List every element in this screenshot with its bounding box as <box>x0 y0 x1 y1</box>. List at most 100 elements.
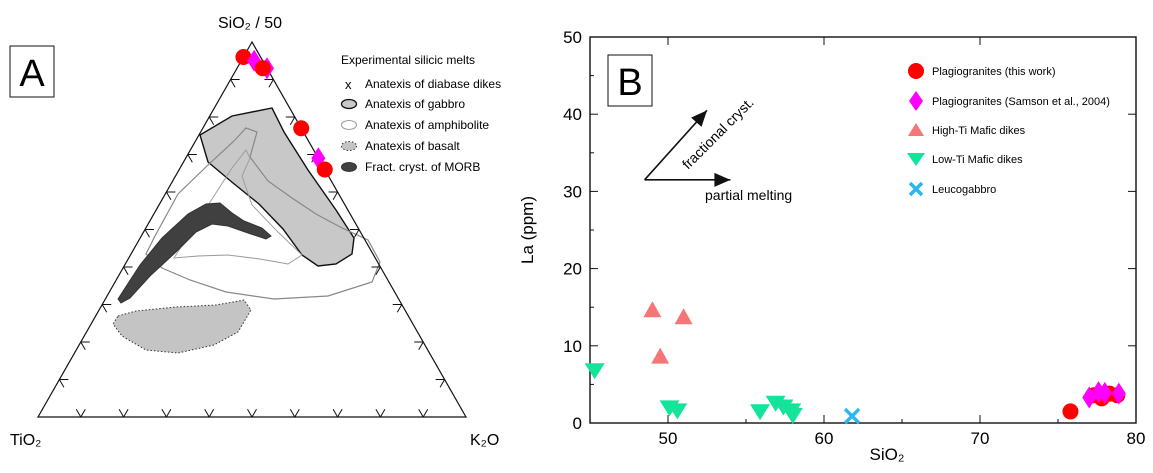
arrow-head-1 <box>714 172 731 187</box>
legend-label-basalt: Anatexis of basalt <box>365 139 460 153</box>
ternary-legend-title: Experimental silicic melts <box>341 53 475 67</box>
legend-marker-low-ti <box>907 153 925 166</box>
y-tick-label-30: 30 <box>563 182 582 201</box>
legend-marker-leucogabbro <box>908 181 924 197</box>
point-leucogabbro-0 <box>843 407 861 425</box>
y-tick-label-50: 50 <box>563 28 582 47</box>
tick-left-3-1 <box>101 304 108 313</box>
y-axis-label: La (ppm) <box>518 196 537 264</box>
tick-bottom-3-0 <box>161 408 167 418</box>
tick-right-4-1 <box>332 191 339 201</box>
partial-melting-label: partial melting <box>705 187 792 203</box>
tick-bottom-9-1 <box>422 408 429 418</box>
field-fract-cryst-of-morb <box>117 202 272 304</box>
scatter-panel: 0 10 20 30 40 50 50 60 70 80 B La (ppm) SiO₂ part… <box>518 28 1145 464</box>
legend-marker-plagiogranites-this-work <box>908 63 924 79</box>
legend-label-low-ti: Low-Ti Mafic dikes <box>932 154 1023 166</box>
tick-right-9-1 <box>439 379 446 388</box>
tick-left-2-1 <box>80 341 86 351</box>
ternary-point-plagiogranites-samson-et-al-2004-1 <box>247 49 262 72</box>
ternary-ticks <box>58 79 446 418</box>
point-low-ti-mafic-dikes-0 <box>584 363 605 380</box>
tick-bottom-4-0 <box>204 408 210 418</box>
legend-label-plagiogranites-this-work: Plagiogranites (this work) <box>932 66 1056 78</box>
field-anatexis-of-basalt <box>112 299 252 354</box>
legend-marker-plagiogranites-samson <box>909 91 923 111</box>
tick-bottom-9-0 <box>418 408 424 418</box>
point-high-ti-mafic-dikes-0 <box>643 301 662 318</box>
x-tick-label-50: 50 <box>659 429 678 448</box>
legend-symbol-gabbro <box>340 98 358 110</box>
tick-left-5-1 <box>144 229 150 238</box>
legend-label-high-ti: High-Ti Mafic dikes <box>932 125 1026 137</box>
legend-symbol-basalt <box>341 141 357 151</box>
plot-frame <box>589 36 1137 424</box>
panel-label-a: A <box>19 53 45 95</box>
tick-right-1-1 <box>268 79 274 88</box>
y-tick-label-10: 10 <box>563 337 582 356</box>
point-low-ti-mafic-dikes-7 <box>782 408 803 425</box>
tick-bottom-8-1 <box>379 408 386 418</box>
tick-left-9-1 <box>230 79 236 88</box>
tick-bottom-1-0 <box>75 408 82 418</box>
point-low-ti-mafic-dikes-3 <box>750 404 771 421</box>
point-plagiogranites-samson-et-al-2004-3 <box>1111 382 1126 405</box>
vertex-label-right: K₂O <box>470 432 499 449</box>
tick-bottom-3-1 <box>165 408 172 418</box>
legend-symbol-amphibolite <box>340 119 358 131</box>
ternary-points <box>235 49 333 178</box>
point-plagiogranites-samson-et-al-2004-2 <box>1097 381 1112 404</box>
vertex-label-top: SiO₂ / 50 <box>218 15 282 32</box>
tick-right-5-1 <box>354 229 360 238</box>
tick-left-1-1 <box>58 379 65 388</box>
tick-right-7-1 <box>396 304 403 313</box>
tick-bottom-6-1 <box>294 408 300 418</box>
legend-label-plagiogranites-samson: Plagiogranites (Samson et al., 2004) <box>932 96 1110 108</box>
ternary-legend: Experimental silicic melts x Anatexis of… <box>340 53 501 174</box>
y-tick-label-40: 40 <box>563 105 582 124</box>
panel-label-box-b <box>607 54 653 107</box>
tick-right-6-1 <box>375 266 381 276</box>
field-anatexis-of-amphibolite-inner <box>173 149 303 265</box>
axes: 0 10 20 30 40 50 50 60 70 80 <box>563 28 1145 448</box>
ternary-panel: A SiO₂ / 50 TiO₂ K₂O Experimental silici… <box>9 15 501 449</box>
tick-right-2-1 <box>289 116 296 126</box>
panel-label-box-a <box>9 45 55 98</box>
legend-label-gabbro: Anatexis of gabbro <box>365 97 465 111</box>
vertex-label-left: TiO₂ <box>10 432 41 449</box>
tick-left-4-1 <box>123 266 129 276</box>
tick-bottom-1-1 <box>80 408 86 418</box>
y-tick-label-0: 0 <box>573 414 582 433</box>
arrows <box>644 109 731 187</box>
panel-label-b: B <box>617 62 642 104</box>
points <box>584 301 1126 425</box>
point-leucogabbro-0-stroke-2 <box>843 407 861 425</box>
tick-bottom-6-0 <box>289 408 296 418</box>
x-tick-label-80: 80 <box>1127 429 1146 448</box>
tick-bottom-7-1 <box>337 408 343 418</box>
tick-right-8-1 <box>418 341 424 351</box>
legend-label-morb: Fract. cryst. of MORB <box>365 160 480 174</box>
legend-symbol-x: x <box>345 77 352 92</box>
ternary-point-plagiogranites-this-work-4 <box>293 120 310 137</box>
tick-bottom-2-0 <box>118 408 125 418</box>
fractional-cryst-label: fractional cryst. <box>679 94 757 172</box>
tick-bottom-7-0 <box>332 408 339 418</box>
ternary-point-plagiogranites-this-work-3 <box>254 60 271 77</box>
legend-label-amphibolite: Anatexis of amphibolite <box>365 118 489 132</box>
x-axis-label: SiO₂ <box>870 445 905 464</box>
x-tick-label-70: 70 <box>971 429 990 448</box>
tick-bottom-5-1 <box>251 408 257 418</box>
legend-symbol-morb <box>341 162 357 172</box>
arrow-head-0 <box>691 110 707 127</box>
tick-bottom-8-0 <box>375 408 381 418</box>
legend-label-leucogabbro: Leucogabbro <box>932 184 996 196</box>
field-anatexis-of-amphibolite <box>145 127 381 300</box>
tick-left-6-1 <box>165 191 172 201</box>
point-low-ti-mafic-dikes-2 <box>667 403 688 420</box>
point-high-ti-mafic-dikes-1 <box>674 308 693 325</box>
ternary-point-plagiogranites-this-work-6 <box>316 161 333 178</box>
legend-marker-high-ti <box>908 123 924 136</box>
point-high-ti-mafic-dikes-2 <box>651 347 670 364</box>
